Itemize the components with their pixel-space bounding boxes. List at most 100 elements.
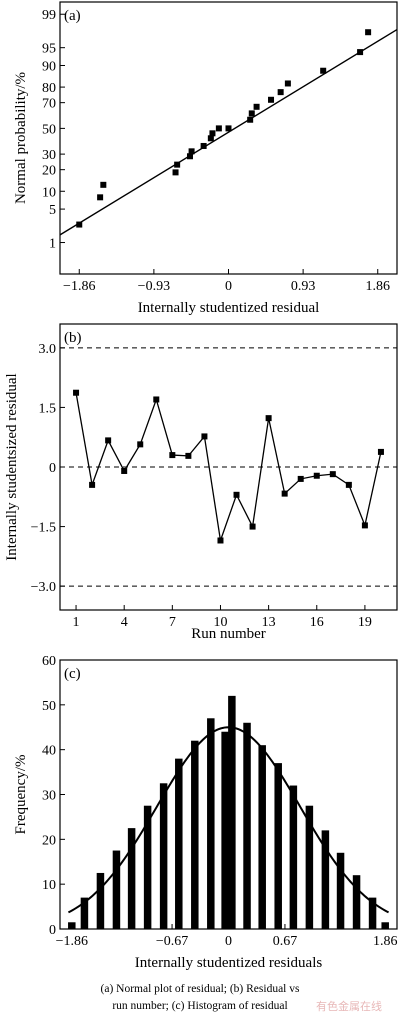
data-point-a [248, 110, 255, 117]
y-tick-label-b: 0 [49, 461, 56, 476]
y-tick-label-b: −1.5 [31, 521, 56, 536]
histogram-bar [207, 718, 215, 929]
watermark-text: 有色金属在线 [316, 1000, 382, 1013]
data-point-b [297, 475, 304, 482]
histogram-bar [228, 695, 236, 929]
y-tick-label-a: 20 [42, 164, 56, 179]
data-point-b [249, 523, 256, 530]
y-tick-label-b: 3.0 [39, 342, 57, 357]
data-point-b [265, 415, 272, 422]
data-point-b [73, 389, 80, 396]
y-tick-label-c: 0 [49, 923, 56, 938]
data-point-b [281, 490, 288, 497]
fit-line [59, 28, 398, 236]
x-tick-label-b: 13 [262, 615, 276, 630]
data-point-b [233, 491, 240, 498]
data-point-a [207, 135, 214, 142]
data-point-b [137, 441, 144, 448]
data-point-a [174, 161, 181, 168]
histogram-bar [96, 872, 105, 929]
data-point-b [377, 448, 384, 455]
y-axis-label-b: Internally studentsized residual [4, 373, 20, 560]
data-point-a [200, 142, 207, 149]
x-tick-label-c: 0.67 [273, 934, 298, 949]
data-point-b [201, 433, 208, 440]
data-point-a [268, 96, 275, 103]
histogram-bar [274, 763, 282, 929]
data-point-a [172, 169, 179, 176]
data-point-b [313, 472, 320, 479]
x-tick-label-a: −0.93 [138, 279, 170, 294]
y-tick-label-a: 5 [49, 203, 56, 218]
figure-caption-line-1: (a) Normal plot of residual; (b) Residua… [100, 983, 300, 995]
histogram-bar [289, 785, 298, 929]
data-point-a [320, 67, 327, 74]
histogram-bar [352, 875, 361, 929]
x-tick-label-a: −1.86 [63, 279, 95, 294]
histogram-bar [258, 745, 266, 929]
data-point-a [247, 116, 254, 123]
x-tick-label-c: 1.86 [373, 934, 398, 949]
y-tick-label-a: 99 [42, 8, 56, 23]
data-point-b [217, 537, 224, 544]
x-tick-label-b: 19 [358, 615, 372, 630]
y-tick-label-a: 70 [42, 97, 56, 112]
data-point-b [185, 452, 192, 459]
data-point-a [188, 148, 195, 155]
histogram-bar [175, 758, 183, 929]
histogram-bar [143, 805, 152, 929]
x-tick-label-a: 0.93 [291, 279, 316, 294]
data-point-a [284, 80, 291, 87]
x-axis-label-a: Internally studentized residual [138, 300, 320, 316]
histogram-bar [159, 783, 168, 929]
figure-caption-line-2: run number; (c) Histogram of residual [112, 1000, 288, 1012]
histogram-bar [243, 722, 251, 929]
data-point-a [253, 103, 260, 110]
y-tick-label-c: 20 [42, 833, 56, 848]
data-point-b [361, 522, 368, 529]
y-tick-label-a: 1 [49, 237, 56, 252]
data-point-b [329, 471, 336, 478]
data-point-b [153, 396, 160, 403]
panel-b-residual-vs-run: 1 4 7 10 13 16 19 3.0 1.5 0 −1.5 −3.0 (b) Run number I… [4, 323, 398, 642]
histogram-bar [221, 731, 229, 929]
histogram-bar [321, 830, 330, 929]
data-point-a [186, 153, 193, 160]
data-point-a [225, 125, 232, 132]
x-axis-label-c: Internally studentized residuals [135, 955, 323, 971]
y-axis-label-a: Normal probability/% [13, 72, 29, 204]
y-tick-label-c: 60 [42, 654, 56, 669]
data-point-a [209, 130, 216, 137]
data-point-b [169, 452, 176, 459]
y-tick-label-c: 30 [42, 789, 56, 804]
data-point-a [97, 194, 104, 201]
plot-frame-b [59, 323, 398, 611]
data-point-b [121, 467, 128, 474]
x-tick-label-c: 0 [225, 934, 232, 949]
y-tick-label-b: 1.5 [39, 401, 57, 416]
histogram-bar [191, 740, 199, 929]
x-tick-label-c: −0.67 [156, 934, 188, 949]
panel-label-c: (c) [64, 666, 81, 682]
x-tick-label-b: 7 [169, 615, 176, 630]
panel-label-a: (a) [64, 8, 81, 24]
x-tick-label-a: 0 [225, 279, 232, 294]
panel-c-histogram: −1.86 −0.67 0 0.67 1.86 0 10 20 30 40 50 60 (c) Inter… [13, 654, 398, 971]
x-tick-label-a: 1.86 [365, 279, 390, 294]
y-tick-label-a: 50 [42, 122, 56, 137]
y-tick-label-c: 50 [42, 699, 56, 714]
y-axis-label-c: Frequency/% [13, 755, 29, 835]
normal-distribution-curve [67, 726, 390, 914]
histogram-bar [112, 850, 121, 929]
y-tick-label-a: 30 [42, 148, 56, 163]
x-tick-label-b: 10 [213, 615, 227, 630]
histogram-bar [80, 897, 89, 929]
x-tick-label-b: 16 [310, 615, 324, 630]
y-tick-label-a: 10 [42, 185, 56, 200]
data-point-b [105, 437, 112, 444]
y-tick-label-a: 90 [42, 60, 56, 75]
panel-label-b: (b) [64, 330, 82, 346]
data-point-a [215, 125, 222, 132]
histogram-bar [336, 852, 345, 929]
x-tick-label-b: 1 [73, 615, 80, 630]
